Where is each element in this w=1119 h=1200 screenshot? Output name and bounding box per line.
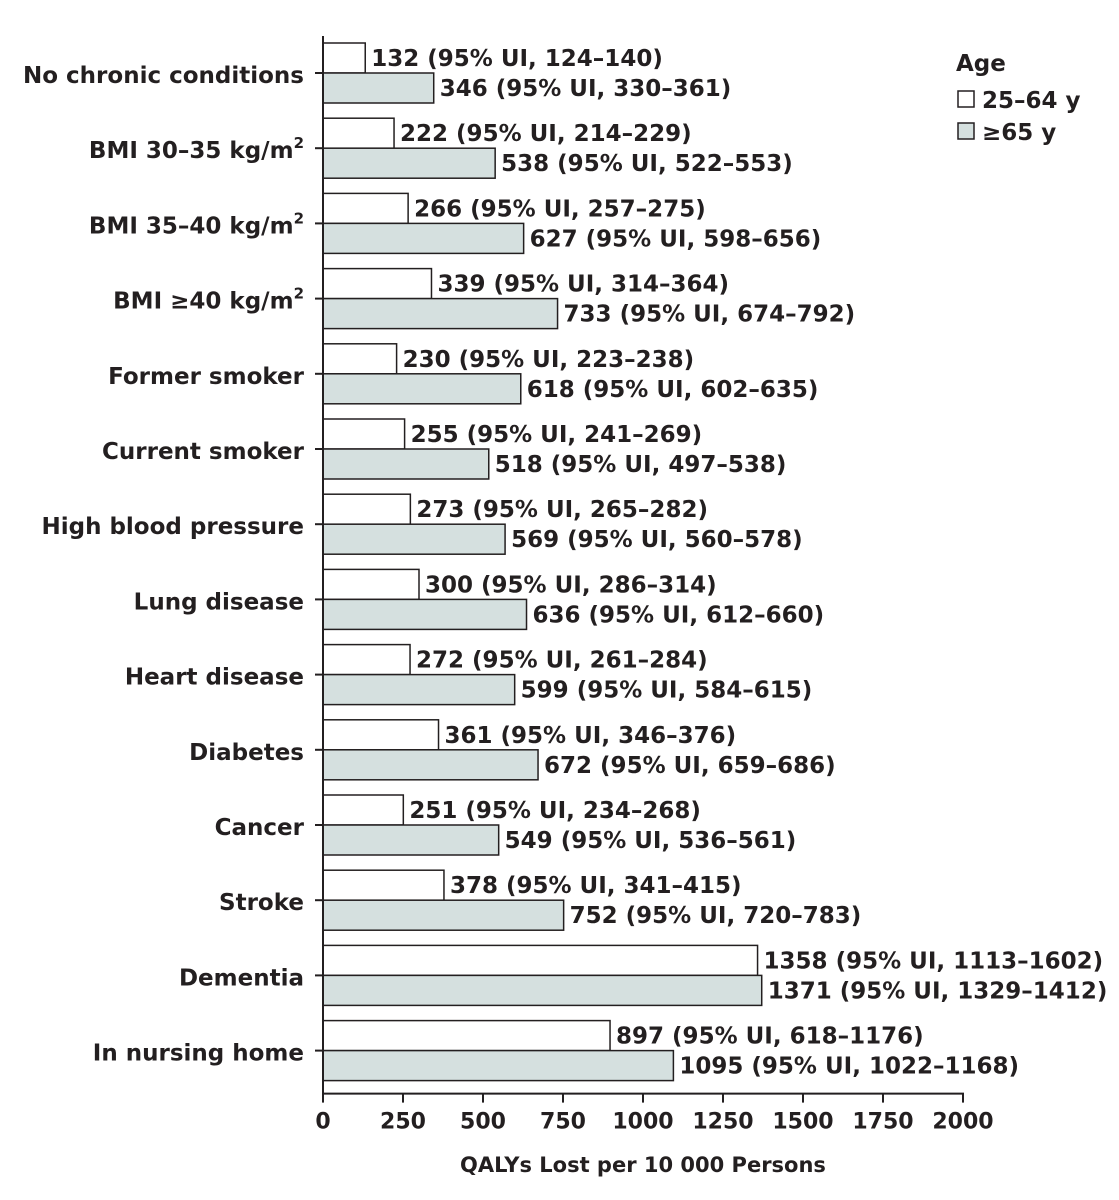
category-label: BMI 35–40 kg/m2	[89, 209, 304, 239]
bar-data-label: 222 (95% UI, 214–229)	[400, 121, 692, 147]
x-tick-label: 1750	[852, 1110, 913, 1135]
bar	[322, 297, 559, 330]
bar	[322, 944, 759, 977]
bar-data-label: 361 (95% UI, 346–376)	[445, 723, 737, 749]
bar-data-label: 636 (95% UI, 612–660)	[533, 602, 825, 628]
category-label: Dementia	[179, 965, 304, 991]
category-label: Current smoker	[102, 439, 305, 465]
bar	[322, 42, 366, 74]
category-label: No chronic conditions	[23, 63, 304, 89]
bar	[322, 448, 490, 480]
bars-layer	[322, 42, 763, 1082]
bar-data-label: 339 (95% UI, 314–364)	[437, 272, 729, 298]
bar	[322, 493, 412, 525]
bar	[322, 673, 516, 706]
legend-swatch-young	[957, 90, 975, 108]
category-label: Diabetes	[189, 740, 304, 766]
x-axis-title: QALYs Lost per 10 000 Persons	[460, 1153, 826, 1177]
bar	[322, 974, 763, 1007]
x-tick-label: 1500	[772, 1110, 833, 1135]
bar-data-label: 569 (95% UI, 560–578)	[511, 527, 803, 553]
bar-data-label: 1358 (95% UI, 1113–1602)	[764, 948, 1104, 974]
bar-data-label: 1095 (95% UI, 1022–1168)	[679, 1054, 1019, 1080]
bar-data-label: 897 (95% UI, 618–1176)	[616, 1024, 924, 1050]
bar	[322, 72, 435, 104]
bar-data-label: 672 (95% UI, 659–686)	[544, 753, 836, 779]
x-tick-label: 500	[460, 1110, 506, 1135]
bar	[322, 899, 565, 931]
bar	[322, 117, 395, 149]
category-label: In nursing home	[93, 1041, 304, 1067]
legend-label-young: 25–64 y	[982, 88, 1081, 114]
bar-data-label: 1371 (95% UI, 1329–1412)	[768, 978, 1108, 1004]
bar	[322, 192, 409, 225]
category-label: Stroke	[219, 890, 304, 916]
x-tick-label: 250	[380, 1110, 426, 1135]
bar-data-label: 255 (95% UI, 241–269)	[411, 422, 703, 448]
x-tick-label: 1250	[692, 1110, 753, 1135]
bar	[322, 749, 539, 781]
bar	[322, 1019, 611, 1052]
bar	[322, 373, 522, 405]
legend-title: Age	[956, 51, 1006, 77]
bar-data-label: 272 (95% UI, 261–284)	[416, 648, 708, 674]
bar-data-label: 538 (95% UI, 522–553)	[501, 151, 793, 177]
bar	[322, 794, 405, 826]
bar	[322, 343, 398, 375]
bar-data-label: 518 (95% UI, 497–538)	[495, 452, 787, 478]
bar-data-label: 230 (95% UI, 223–238)	[403, 347, 695, 373]
bar	[322, 418, 406, 450]
bar	[322, 267, 433, 300]
x-tick-label: 0	[315, 1110, 330, 1135]
bar-data-label: 752 (95% UI, 720–783)	[570, 903, 862, 929]
bar-data-label: 627 (95% UI, 598–656)	[530, 226, 822, 252]
bar	[322, 643, 411, 676]
bar-data-label: 378 (95% UI, 341–415)	[450, 873, 742, 899]
bar-data-label: 346 (95% UI, 330–361)	[440, 76, 732, 102]
x-tick-label: 750	[540, 1110, 586, 1135]
category-label: Heart disease	[125, 665, 304, 691]
category-label: Lung disease	[134, 589, 304, 615]
bar	[322, 222, 525, 255]
x-tick-label: 1000	[612, 1110, 673, 1135]
bar	[322, 719, 440, 751]
bar-data-label: 618 (95% UI, 602–635)	[527, 377, 819, 403]
bar	[322, 598, 528, 631]
bar-data-label: 132 (95% UI, 124–140)	[371, 46, 663, 72]
legend-swatch-old	[957, 122, 975, 140]
bar-data-label: 549 (95% UI, 536–561)	[505, 828, 797, 854]
bar	[322, 1049, 675, 1082]
legend-label-old: ≥65 y	[982, 120, 1056, 146]
bar	[322, 568, 420, 601]
bar-data-label: 599 (95% UI, 584–615)	[521, 678, 813, 704]
bar	[322, 523, 506, 555]
category-label: BMI 30–35 kg/m2	[89, 134, 304, 164]
category-label: Former smoker	[108, 364, 305, 390]
x-axis: 0 250 500 750 1000 1250 1500 1750 2000	[315, 36, 994, 1135]
category-labels-layer: No chronic conditions BMI 30–35 kg/m2 BMI …	[23, 63, 305, 1067]
bar-labels-layer: 132 (95% UI, 124–140) 346 (95% UI, 330–36…	[371, 46, 1107, 1080]
legend: Age 25–64 y ≥65 y	[956, 51, 1081, 146]
bar	[322, 869, 445, 901]
x-tick-label: 2000	[932, 1110, 993, 1135]
bar-data-label: 300 (95% UI, 286–314)	[425, 572, 717, 598]
category-label: Cancer	[215, 815, 305, 841]
category-label: BMI ≥40 kg/m2	[113, 285, 304, 315]
bar-data-label: 273 (95% UI, 265–282)	[416, 497, 708, 523]
bar-data-label: 251 (95% UI, 234–268)	[409, 798, 701, 824]
bar	[322, 147, 496, 179]
bar-data-label: 266 (95% UI, 257–275)	[414, 196, 706, 222]
bar-data-label: 733 (95% UI, 674–792)	[564, 302, 856, 328]
bar	[322, 824, 500, 856]
category-label: High blood pressure	[41, 514, 304, 540]
